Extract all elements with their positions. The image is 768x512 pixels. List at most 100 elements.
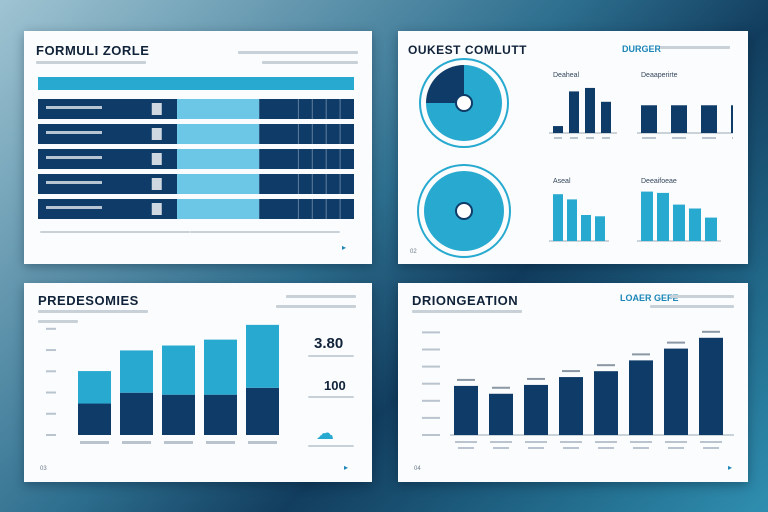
- rising-bar-chart: [422, 330, 734, 449]
- bar: [601, 101, 611, 133]
- kpi-value-primary: 3.80: [314, 335, 344, 352]
- row-bar-segment: [38, 149, 178, 169]
- bar: [524, 384, 548, 435]
- row-label-line: [46, 131, 102, 134]
- row-marker: [151, 103, 162, 115]
- stacked-bar-segment: [78, 371, 111, 404]
- data-label-line: [667, 341, 685, 344]
- mini-chart-title: Deaaperirte: [641, 72, 678, 79]
- row-bar-segment: [177, 99, 260, 119]
- bar: [641, 191, 653, 241]
- bar: [567, 199, 577, 241]
- y-tick-label-line: [422, 399, 440, 402]
- y-tick-label-line: [422, 382, 440, 385]
- data-label-line: [702, 330, 720, 333]
- bar: [701, 105, 717, 133]
- tick-label-line: [570, 137, 578, 139]
- row-marker: [151, 128, 162, 140]
- y-tick-label-line: [422, 348, 440, 351]
- x-tick-label-line: [80, 441, 109, 444]
- slide-subtitle: DURGER: [622, 44, 662, 54]
- next-slide-icon[interactable]: ▸: [344, 463, 349, 472]
- stacked-bar-chart: [46, 324, 279, 444]
- bar: [585, 87, 595, 133]
- stacked-bar-segment: [162, 394, 195, 435]
- y-tick-label-line: [422, 434, 440, 436]
- y-tick-label-line: [46, 349, 56, 352]
- data-label-line: [597, 364, 615, 367]
- subtitle-line: [36, 61, 146, 64]
- header-line: [262, 61, 358, 64]
- subtitle-line: [412, 310, 522, 313]
- slide-title: PREDESOMIES: [38, 293, 139, 308]
- slide-formula-table[interactable]: FORMULI ZORLE ▸: [24, 31, 372, 264]
- x-tick-label-line: [630, 441, 652, 443]
- x-tick-label-line: [493, 447, 509, 449]
- row-bar-segment: [38, 174, 178, 194]
- bar: [699, 337, 723, 435]
- stacked-bar-segment: [246, 324, 279, 388]
- donut-ring: [419, 58, 509, 148]
- header-line: [660, 46, 730, 49]
- x-tick-label-line: [560, 441, 582, 443]
- stacked-bar-segment: [78, 403, 111, 435]
- bar: [641, 105, 657, 133]
- footer-line: [190, 231, 340, 233]
- data-label-line: [457, 378, 475, 381]
- page-number: 02: [410, 249, 417, 255]
- header-line: [276, 305, 356, 308]
- slide-title: FORMULI ZORLE: [36, 43, 150, 58]
- x-tick-label-line: [665, 441, 687, 443]
- bar: [705, 217, 717, 241]
- slide-stacked-bars[interactable]: PREDESOMIES 3.80 100 ☁ 03 ▸: [24, 283, 372, 482]
- x-tick-label-line: [563, 447, 579, 449]
- x-tick-label-line: [458, 447, 474, 449]
- y-tick-label-line: [46, 412, 56, 415]
- x-tick-label-line: [206, 441, 235, 444]
- kpi-caption-line: [308, 355, 354, 357]
- x-tick-label-line: [703, 447, 719, 449]
- tick-label-line: [702, 137, 716, 139]
- mini-bar-chart-4: Deeaifoeae: [637, 178, 721, 242]
- bar: [454, 385, 478, 435]
- header-line: [286, 295, 356, 298]
- slide-title: OUKEST COMLUTT: [408, 43, 527, 57]
- tick-label-line: [554, 137, 562, 139]
- page-number: 04: [414, 466, 421, 472]
- header-line: [670, 295, 734, 298]
- row-label-line: [46, 206, 102, 209]
- kpi-value-secondary: 100: [324, 378, 346, 393]
- donut-chart-bottom: [417, 164, 511, 258]
- stacked-bar-segment: [246, 387, 279, 435]
- pie-center: [455, 94, 473, 112]
- next-slide-icon[interactable]: ▸: [728, 463, 733, 472]
- row-label-line: [46, 106, 102, 109]
- next-slide-icon[interactable]: ▸: [342, 243, 347, 252]
- tick-label-line: [672, 137, 686, 139]
- row-bar-segment: [259, 174, 354, 194]
- donut-chart-top: [419, 58, 509, 148]
- stacked-bar-segment: [204, 394, 237, 435]
- y-tick-label-line: [422, 416, 440, 419]
- bar: [559, 377, 583, 435]
- stacked-bar-segment: [204, 339, 237, 395]
- cloud-icon: ☁: [316, 423, 334, 443]
- header-line: [650, 305, 734, 308]
- row-bar-segment: [38, 124, 178, 144]
- row-bar-segment: [38, 99, 178, 119]
- subtitle-line: [38, 320, 78, 323]
- x-tick-label-line: [490, 441, 512, 443]
- bar: [553, 126, 563, 133]
- bar: [731, 105, 733, 133]
- slide-rising-bars[interactable]: DRIONGEATION LOAER GEFE 04 ▸: [398, 283, 748, 482]
- x-tick-label-line: [633, 447, 649, 449]
- row-label-line: [46, 181, 102, 184]
- x-tick-label-line: [122, 441, 151, 444]
- row-bar-segment: [177, 124, 260, 144]
- row-label-line: [46, 156, 102, 159]
- x-tick-label-line: [598, 447, 614, 449]
- row-bar-segment: [177, 199, 260, 219]
- mini-bar-chart-3: Aseal: [549, 178, 609, 242]
- bar: [629, 360, 653, 435]
- slide-pie-overview[interactable]: OUKEST COMLUTT DURGER Deaheal Deaaperirt…: [398, 31, 748, 264]
